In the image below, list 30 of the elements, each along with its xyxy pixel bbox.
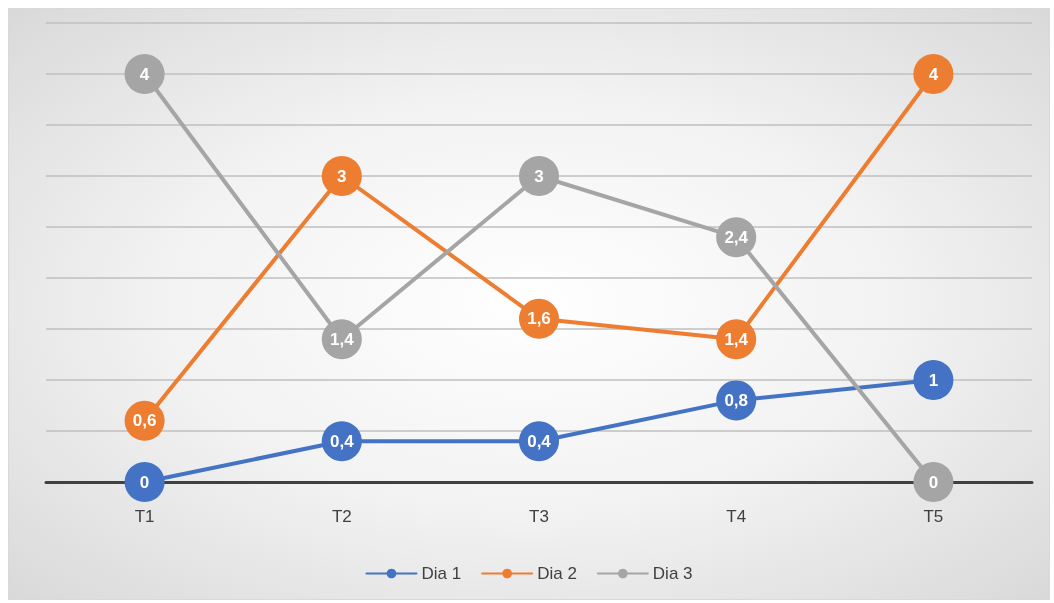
- data-label: 4: [139, 64, 150, 84]
- data-label: 0,8: [724, 390, 749, 410]
- x-tick-label: T4: [726, 507, 747, 526]
- legend-label: Dia 2: [537, 564, 577, 583]
- point: [913, 462, 954, 502]
- data-label: 0,4: [527, 431, 552, 451]
- x-tick-label: T3: [529, 507, 549, 526]
- data-label: 4: [928, 64, 939, 84]
- data-label: 0: [928, 472, 939, 492]
- point: [519, 156, 559, 196]
- point: [913, 360, 954, 400]
- x-tick-label: T1: [134, 507, 155, 526]
- data-label: 1: [928, 370, 939, 390]
- point: [124, 462, 165, 502]
- point: [124, 54, 165, 94]
- data-label: 2,4: [724, 227, 749, 247]
- data-label: 0,6: [132, 411, 157, 431]
- data-label: 0: [139, 472, 150, 492]
- data-label: 3: [534, 166, 544, 186]
- data-label: 3: [337, 166, 347, 186]
- x-tick-label: T2: [331, 507, 352, 526]
- data-label: 1,4: [724, 329, 749, 349]
- point: [321, 156, 362, 196]
- data-label: 1,4: [329, 329, 355, 349]
- x-tick-label: T5: [923, 507, 944, 526]
- point: [913, 54, 954, 94]
- legend-label: Dia 1: [421, 564, 462, 583]
- data-label: 0,4: [329, 431, 355, 451]
- legend-label: Dia 3: [652, 564, 693, 583]
- data-label: 1,6: [527, 309, 551, 329]
